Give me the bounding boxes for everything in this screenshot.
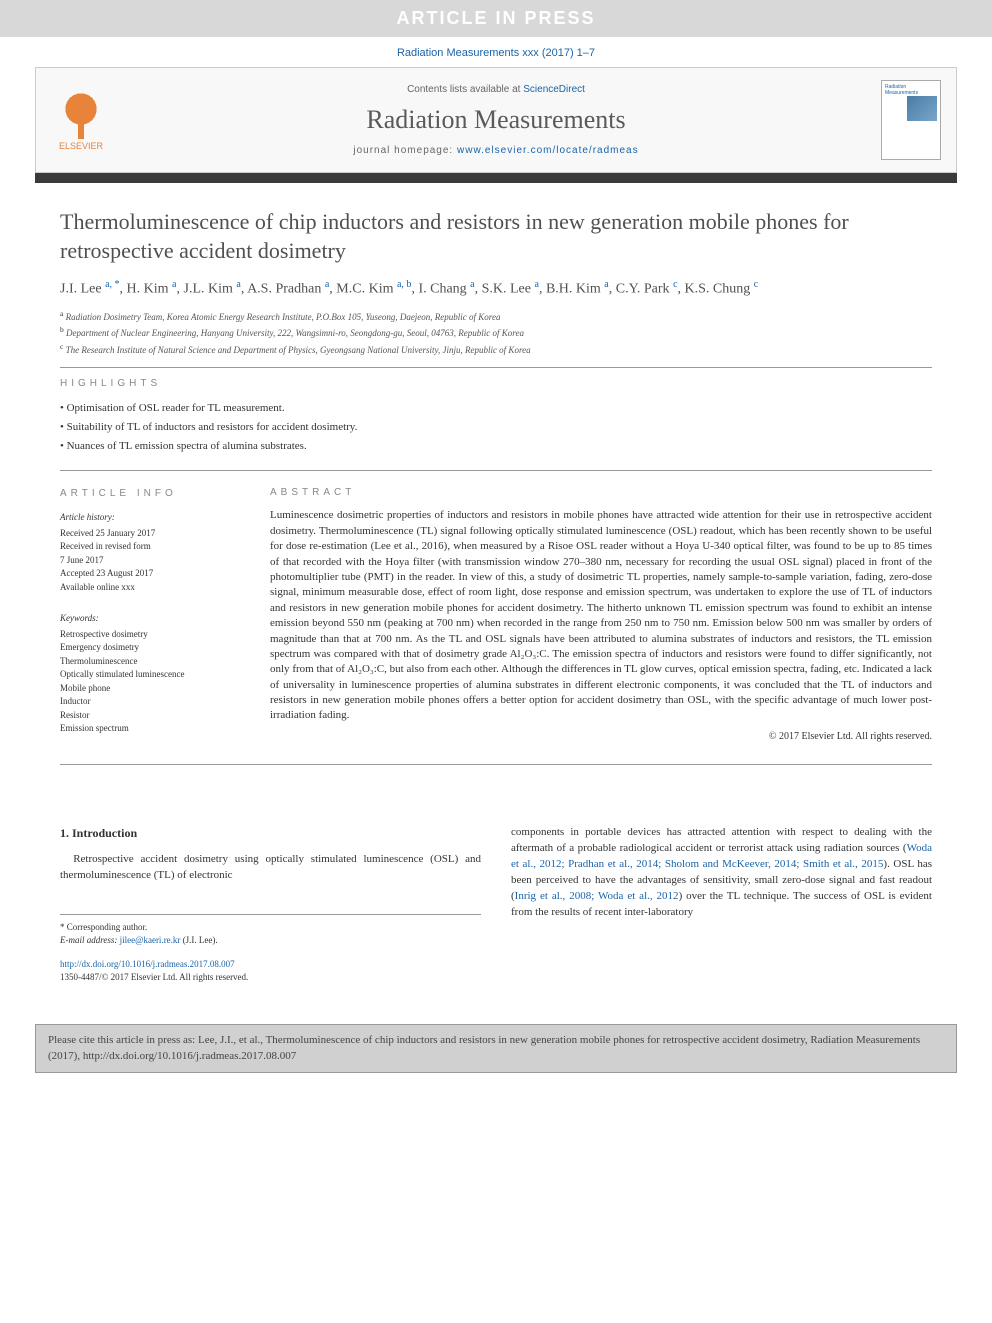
email-line: E-mail address: jilee@kaeri.re.kr (J.I. … [60, 934, 481, 947]
keyword: Thermoluminescence [60, 655, 240, 669]
affiliation-line: b Department of Nuclear Engineering, Han… [60, 324, 932, 341]
article-title: Thermoluminescence of chip inductors and… [60, 208, 932, 265]
cover-image-icon [907, 96, 937, 121]
corresponding-author-footnote: * Corresponding author. E-mail address: … [60, 914, 481, 946]
reference-link[interactable]: Inrig et al., 2008; Woda et al., 2012 [515, 890, 679, 902]
abstract-label: ABSTRACT [270, 486, 932, 500]
sciencedirect-link[interactable]: ScienceDirect [523, 84, 585, 95]
highlight-item: Suitability of TL of inductors and resis… [60, 418, 932, 437]
affiliation-line: c The Research Institute of Natural Scie… [60, 341, 932, 358]
banner-text: ARTICLE IN PRESS [396, 8, 595, 28]
article-info-column: ARTICLE INFO Article history: Received 2… [60, 486, 240, 754]
keyword: Optically stimulated luminescence [60, 668, 240, 682]
info-abstract-row: ARTICLE INFO Article history: Received 2… [60, 486, 932, 754]
divider [60, 367, 932, 368]
affiliation-line: a Radiation Dosimetry Team, Korea Atomic… [60, 308, 932, 325]
body-columns: 1. Introduction Retrospective accident d… [60, 825, 932, 985]
homepage-line: journal homepage: www.elsevier.com/locat… [126, 145, 866, 156]
journal-header: ELSEVIER Contents lists available at Sci… [35, 67, 957, 173]
history-heading: Article history: [60, 511, 240, 525]
highlights-list: Optimisation of OSL reader for TL measur… [60, 399, 932, 455]
please-cite-box: Please cite this article in press as: Le… [35, 1024, 957, 1073]
keyword: Mobile phone [60, 682, 240, 696]
publisher-name: ELSEVIER [59, 141, 103, 151]
journal-title: Radiation Measurements [126, 105, 866, 135]
doi-block: http://dx.doi.org/10.1016/j.radmeas.2017… [60, 958, 481, 984]
doi-link[interactable]: http://dx.doi.org/10.1016/j.radmeas.2017… [60, 959, 235, 969]
citation-top: Radiation Measurements xxx (2017) 1–7 [0, 37, 992, 67]
section-heading: 1. Introduction [60, 825, 481, 842]
keyword: Retrospective dosimetry [60, 628, 240, 642]
header-divider [35, 173, 957, 183]
right-column: components in portable devices has attra… [511, 825, 932, 985]
history-line: Received 25 January 2017 [60, 527, 240, 541]
corresponding-label: * Corresponding author. [60, 921, 481, 934]
contents-available-line: Contents lists available at ScienceDirec… [126, 84, 866, 95]
keyword: Emergency dosimetry [60, 641, 240, 655]
article-history: Article history: Received 25 January 201… [60, 511, 240, 594]
article-in-press-banner: ARTICLE IN PRESS [0, 0, 992, 37]
elsevier-tree-icon [56, 89, 106, 139]
journal-cover-thumbnail: Radiation Measurements [881, 80, 941, 160]
keywords-block: Keywords: Retrospective dosimetryEmergen… [60, 612, 240, 736]
body-paragraph: Retrospective accident dosimetry using o… [60, 852, 481, 884]
elsevier-logo: ELSEVIER [51, 85, 111, 155]
highlight-item: Optimisation of OSL reader for TL measur… [60, 399, 932, 418]
body-paragraph: components in portable devices has attra… [511, 825, 932, 921]
abstract-column: ABSTRACT Luminescence dosimetric propert… [270, 486, 932, 754]
keyword: Resistor [60, 709, 240, 723]
homepage-link[interactable]: www.elsevier.com/locate/radmeas [457, 145, 639, 156]
left-column: 1. Introduction Retrospective accident d… [60, 825, 481, 985]
keyword: Inductor [60, 695, 240, 709]
divider [60, 764, 932, 765]
highlights-label: HIGHLIGHTS [60, 378, 932, 389]
history-line: Accepted 23 August 2017 [60, 567, 240, 581]
affiliations: a Radiation Dosimetry Team, Korea Atomic… [60, 308, 932, 358]
header-center: Contents lists available at ScienceDirec… [126, 84, 866, 156]
abstract-text: Luminescence dosimetric properties of in… [270, 508, 932, 723]
article-content: Thermoluminescence of chip inductors and… [0, 183, 992, 1004]
keyword: Emission spectrum [60, 722, 240, 736]
author-email-link[interactable]: jilee@kaeri.re.kr [120, 935, 181, 945]
issn-copyright: 1350-4487/© 2017 Elsevier Ltd. All right… [60, 971, 481, 984]
history-line: Available online xxx [60, 581, 240, 595]
keywords-heading: Keywords: [60, 612, 240, 626]
history-line: Received in revised form [60, 540, 240, 554]
article-info-label: ARTICLE INFO [60, 486, 240, 501]
divider [60, 470, 932, 471]
history-line: 7 June 2017 [60, 554, 240, 568]
highlight-item: Nuances of TL emission spectra of alumin… [60, 437, 932, 456]
authors-list: J.I. Lee a, *, H. Kim a, J.L. Kim a, A.S… [60, 277, 932, 300]
abstract-copyright: © 2017 Elsevier Ltd. All rights reserved… [270, 730, 932, 744]
